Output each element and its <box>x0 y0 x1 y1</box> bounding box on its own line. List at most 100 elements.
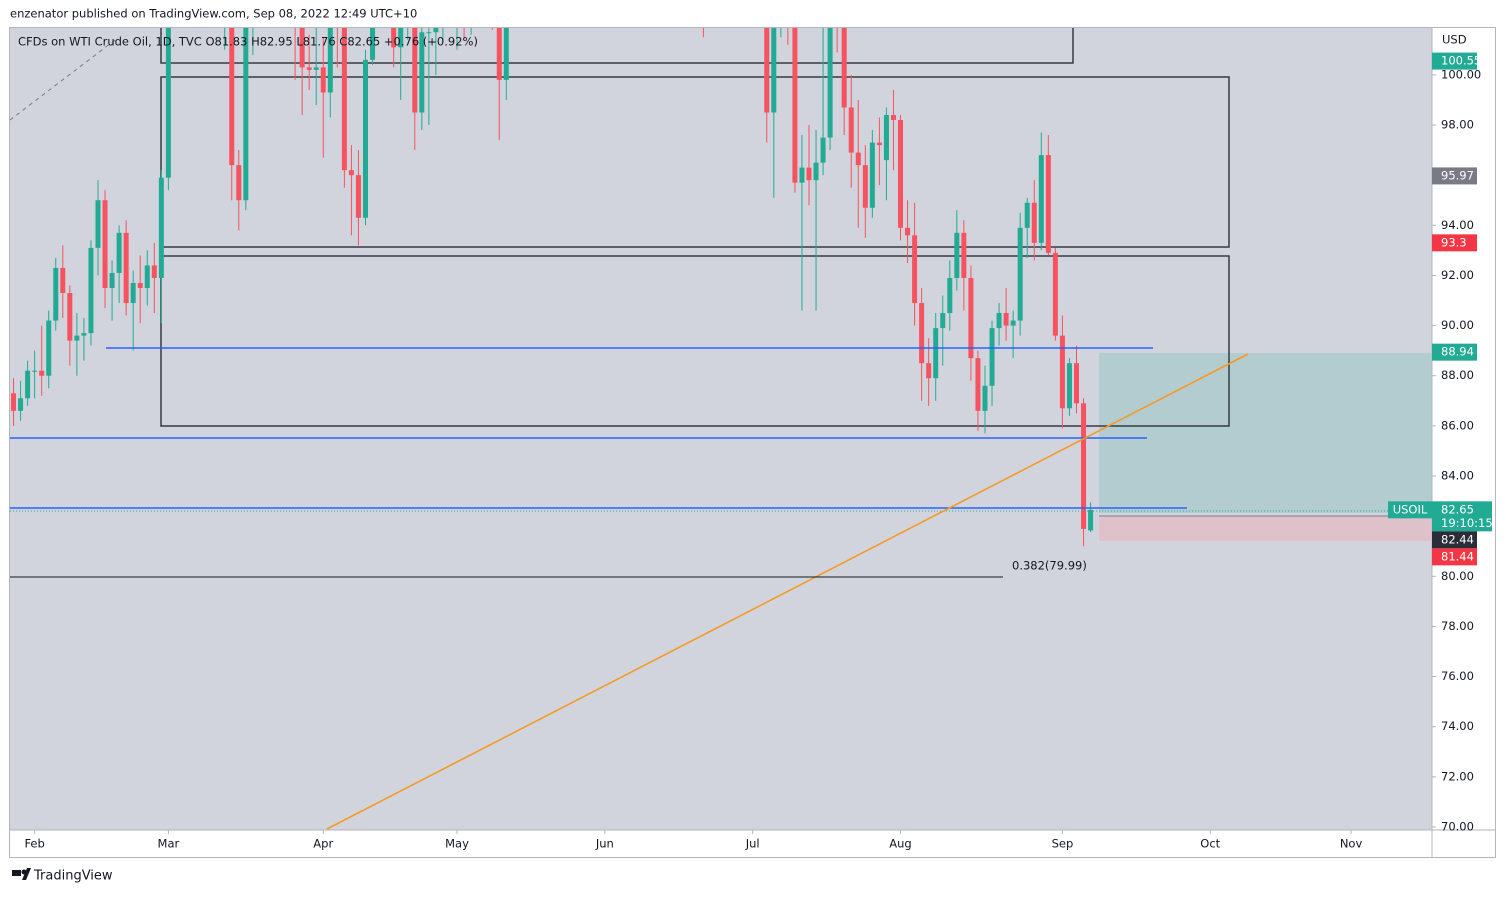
candle-body <box>46 320 52 376</box>
candle-body <box>158 177 164 278</box>
candle-body <box>898 120 904 228</box>
publisher-text: enzenator published on TradingView.com, … <box>10 7 417 21</box>
candle-body <box>961 232 967 278</box>
price-label: 100.55 <box>1441 54 1481 68</box>
price-label: 81.44 <box>1441 549 1474 563</box>
candle-body <box>820 137 826 163</box>
candle-body <box>109 272 115 288</box>
dashed-trendline <box>10 39 116 121</box>
candle-body <box>39 370 45 376</box>
candle-body <box>1003 313 1009 326</box>
candle-body <box>940 313 946 329</box>
candle-body <box>236 165 242 201</box>
candle-body <box>933 328 939 379</box>
candle-body <box>348 170 354 176</box>
candle-body <box>1038 155 1044 243</box>
candle-body <box>370 28 376 60</box>
x-tick-label: Jun <box>595 837 614 851</box>
y-tick-label: 92.00 <box>1441 268 1474 282</box>
candle-body <box>102 200 108 288</box>
y-tick-label: 80.00 <box>1441 569 1474 583</box>
candle-body <box>876 142 882 146</box>
candle-body <box>1074 363 1079 404</box>
candle-body <box>67 292 73 341</box>
trendline <box>326 353 1249 830</box>
price-label-box <box>1432 167 1477 185</box>
y-tick-label: 74.00 <box>1441 719 1474 733</box>
candle-body <box>792 28 798 183</box>
candle-body <box>426 32 432 34</box>
countdown: 19:10:15 <box>1441 516 1493 530</box>
candle-body <box>243 28 249 201</box>
x-tick-label: Nov <box>1340 837 1363 851</box>
candle-body <box>116 232 122 273</box>
candle-body <box>841 28 847 108</box>
price-label-box <box>1432 234 1477 252</box>
candle-body <box>968 277 974 359</box>
price-label: 88.94 <box>1441 345 1474 359</box>
candle-body <box>398 28 404 48</box>
y-tick-label: 86.00 <box>1441 418 1474 432</box>
candle-body <box>799 167 805 183</box>
y-tick-label: 76.00 <box>1441 669 1474 683</box>
price-label-box <box>1432 343 1477 361</box>
candle-body <box>313 67 319 70</box>
candle-body <box>806 167 812 181</box>
y-tick-label: 78.00 <box>1441 619 1474 633</box>
candle-body <box>905 227 911 236</box>
footer-logo <box>12 868 31 880</box>
candle-body <box>869 142 875 208</box>
candle-body <box>1017 227 1023 321</box>
candle-body <box>862 165 868 208</box>
x-tick-label: Jul <box>745 837 760 851</box>
candle-body <box>848 107 854 153</box>
candle-body <box>1059 335 1065 409</box>
y-tick-label: 98.00 <box>1441 118 1474 132</box>
logo-part <box>12 870 21 876</box>
zone-box <box>160 255 1230 427</box>
candles <box>11 28 1094 547</box>
candle-body <box>363 59 368 218</box>
x-tick-label: Feb <box>24 837 44 851</box>
candle-body <box>320 67 326 93</box>
y-tick-label: 72.00 <box>1441 769 1474 783</box>
candle-body <box>95 200 101 248</box>
candle-body <box>1031 202 1037 243</box>
candle-body <box>926 363 932 379</box>
x-tick-label: Aug <box>889 837 911 851</box>
candle-body <box>130 282 136 304</box>
last-price: 82.65 <box>1441 502 1474 516</box>
y-tick-label: 90.00 <box>1441 318 1474 332</box>
candle-body <box>813 162 819 181</box>
overlay-lines: 0.382(79.99) <box>10 347 1432 830</box>
price-label-box <box>1432 52 1477 70</box>
price-label: 95.97 <box>1441 168 1474 182</box>
candle-body <box>151 265 157 278</box>
candle-body <box>996 313 1002 329</box>
zone-box <box>160 28 1074 64</box>
candle-body <box>144 265 150 288</box>
candle-body <box>229 28 235 166</box>
candle-body <box>32 370 38 372</box>
candle-body <box>947 277 953 314</box>
y-tick-label: 88.00 <box>1441 368 1474 382</box>
candle-body <box>989 328 995 386</box>
candle-body <box>60 267 66 293</box>
target-zone <box>1099 353 1432 513</box>
candle-body <box>165 28 171 178</box>
y-tick-label: 84.00 <box>1441 469 1474 483</box>
candle-body <box>1024 202 1030 228</box>
candle-body <box>306 67 312 70</box>
candle-body <box>1010 320 1016 326</box>
candle-body <box>81 333 87 336</box>
symbol-name: USOIL <box>1393 502 1428 516</box>
candle-body <box>883 114 889 161</box>
x-tick-label: May <box>445 837 469 851</box>
candle-body <box>53 267 59 321</box>
candle-body <box>88 247 94 334</box>
candle-body <box>433 28 439 33</box>
candle-body <box>982 385 988 411</box>
symbol-legend: CFDs on WTI Crude Oil, 1D, TVC O81.83 H8… <box>18 35 478 49</box>
candle-body <box>1066 363 1072 409</box>
